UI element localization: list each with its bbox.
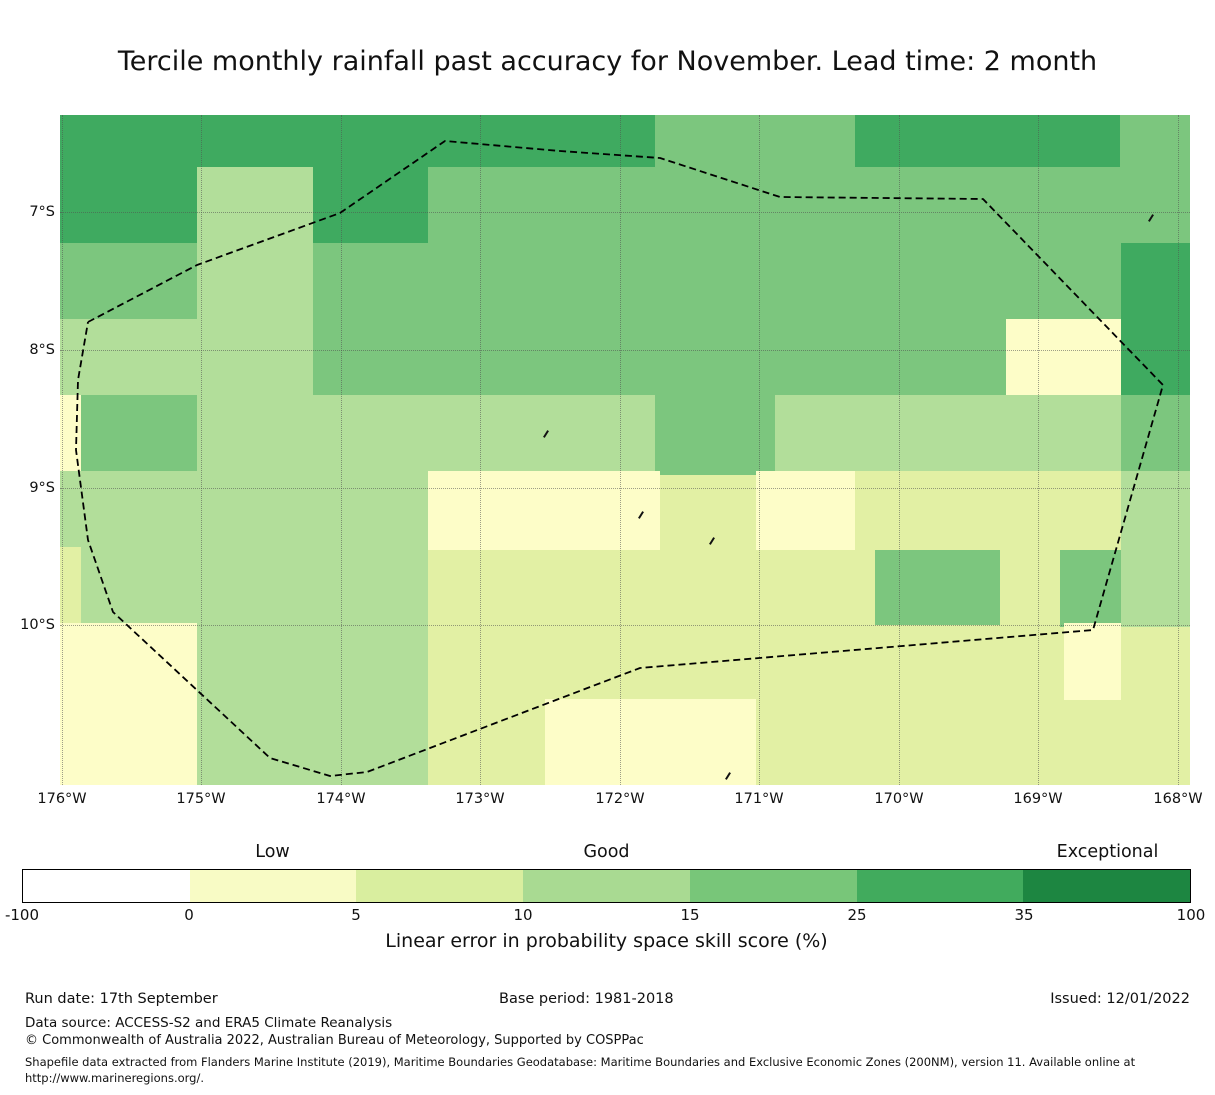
longitude-tick-label: 169°W bbox=[1013, 791, 1063, 807]
issued-date-text: Issued: 12/01/2022 bbox=[1050, 991, 1190, 1007]
longitude-gridline bbox=[759, 115, 760, 785]
map-cell-25-35pct bbox=[60, 115, 655, 167]
longitude-gridline bbox=[899, 115, 900, 785]
longitude-tick-label: 176°W bbox=[37, 791, 87, 807]
map-cell-15-25pct bbox=[60, 243, 81, 319]
latitude-gridline bbox=[60, 625, 1190, 626]
latitude-tick-label: 8°S bbox=[29, 342, 55, 358]
map-cell-0-5pct bbox=[428, 471, 660, 550]
longitude-tick-label: 174°W bbox=[316, 791, 366, 807]
eez-boundary-dashed-outline bbox=[75, 140, 1164, 777]
longitude-gridline bbox=[480, 115, 481, 785]
latitude-tick-label: 9°S bbox=[29, 480, 55, 496]
map-plot-area bbox=[60, 115, 1190, 785]
map-cell-10-15pct bbox=[197, 395, 655, 471]
map-cell-15-25pct bbox=[875, 550, 1000, 625]
map-cell-25-35pct bbox=[313, 167, 428, 243]
longitude-gridline bbox=[201, 115, 202, 785]
longitude-tick-label: 168°W bbox=[1153, 791, 1203, 807]
colorbar-tick-label: 35 bbox=[1014, 906, 1034, 924]
latitude-tick-label: 10°S bbox=[20, 617, 55, 633]
map-cell-25-35pct bbox=[60, 167, 197, 243]
data-source-text: Data source: ACCESS-S2 and ERA5 Climate … bbox=[25, 1015, 393, 1031]
colorbar-segment-6 bbox=[1023, 870, 1191, 902]
map-cell-0-5pct bbox=[756, 471, 855, 550]
longitude-tick-label: 170°W bbox=[874, 791, 924, 807]
longitude-gridline bbox=[62, 115, 63, 785]
colorbar-segment-0 bbox=[23, 870, 190, 902]
longitude-gridline bbox=[1038, 115, 1039, 785]
map-cell-0-5pct bbox=[1064, 623, 1121, 700]
map-cell-0-5pct bbox=[545, 699, 756, 785]
latitude-gridline bbox=[60, 212, 1190, 213]
map-cell-15-25pct bbox=[655, 115, 855, 167]
shapefile-attribution-text: Shapefile data extracted from Flanders M… bbox=[25, 1055, 1136, 1085]
colorbar-segment-5 bbox=[856, 870, 1024, 902]
eez-boundary-layer bbox=[75, 140, 1164, 777]
map-cell-15-25pct bbox=[428, 167, 1190, 243]
colorbar-segment-4 bbox=[689, 870, 857, 902]
longitude-gridline bbox=[1178, 115, 1179, 785]
copyright-text: © Commonwealth of Australia 2022, Austra… bbox=[25, 1033, 644, 1048]
latitude-gridline bbox=[60, 488, 1190, 489]
chart-title: Tercile monthly rainfall past accuracy f… bbox=[117, 46, 1098, 77]
colorbar-label-good: Good bbox=[583, 842, 630, 862]
map-cell-15-25pct bbox=[313, 243, 1121, 395]
colorbar-segment-2 bbox=[356, 870, 524, 902]
colorbar-caption: Linear error in probability space skill … bbox=[385, 930, 828, 952]
longitude-tick-label: 172°W bbox=[595, 791, 645, 807]
map-cell-10-15pct bbox=[81, 471, 428, 623]
colorbar-label-low: Low bbox=[255, 842, 290, 862]
longitude-tick-label: 175°W bbox=[176, 791, 226, 807]
colorbar-tick-label: 25 bbox=[847, 906, 867, 924]
longitude-gridline bbox=[620, 115, 621, 785]
colorbar-tick-label: 10 bbox=[513, 906, 533, 924]
colorbar-tick-label: 15 bbox=[680, 906, 700, 924]
map-cell-15-25pct bbox=[81, 243, 197, 319]
longitude-gridline bbox=[341, 115, 342, 785]
colorbar-label-exceptional: Exceptional bbox=[1056, 842, 1159, 862]
colorbar-tick-label: 5 bbox=[351, 906, 361, 924]
longitude-tick-label: 171°W bbox=[734, 791, 784, 807]
base-period-text: Base period: 1981-2018 bbox=[499, 991, 674, 1007]
latitude-tick-label: 7°S bbox=[29, 204, 55, 220]
colorbar-tick-label: 100 bbox=[1176, 906, 1206, 924]
latitude-gridline bbox=[60, 350, 1190, 351]
map-cell-10-15pct bbox=[197, 623, 428, 785]
map-cell-10-15pct bbox=[60, 471, 81, 547]
map-cell-10-15pct bbox=[197, 167, 313, 395]
map-cell-10-15pct bbox=[81, 319, 197, 395]
map-cell-10-15pct bbox=[775, 395, 1121, 471]
colorbar-tick-label: -100 bbox=[4, 906, 40, 924]
map-cell-15-25pct bbox=[81, 395, 197, 471]
colorbar-segment-1 bbox=[189, 870, 357, 902]
colorbar bbox=[22, 869, 1191, 903]
map-cell-10-15pct bbox=[60, 319, 81, 395]
map-cell-15-25pct bbox=[655, 395, 775, 475]
map-cell-0-5pct bbox=[1006, 319, 1121, 395]
longitude-tick-label: 173°W bbox=[455, 791, 505, 807]
map-cell-0-5pct bbox=[60, 623, 197, 785]
run-date-text: Run date: 17th September bbox=[25, 991, 218, 1007]
colorbar-tick-label: 0 bbox=[184, 906, 194, 924]
colorbar-segment-3 bbox=[523, 870, 690, 902]
map-cell-15-25pct bbox=[1060, 550, 1121, 627]
